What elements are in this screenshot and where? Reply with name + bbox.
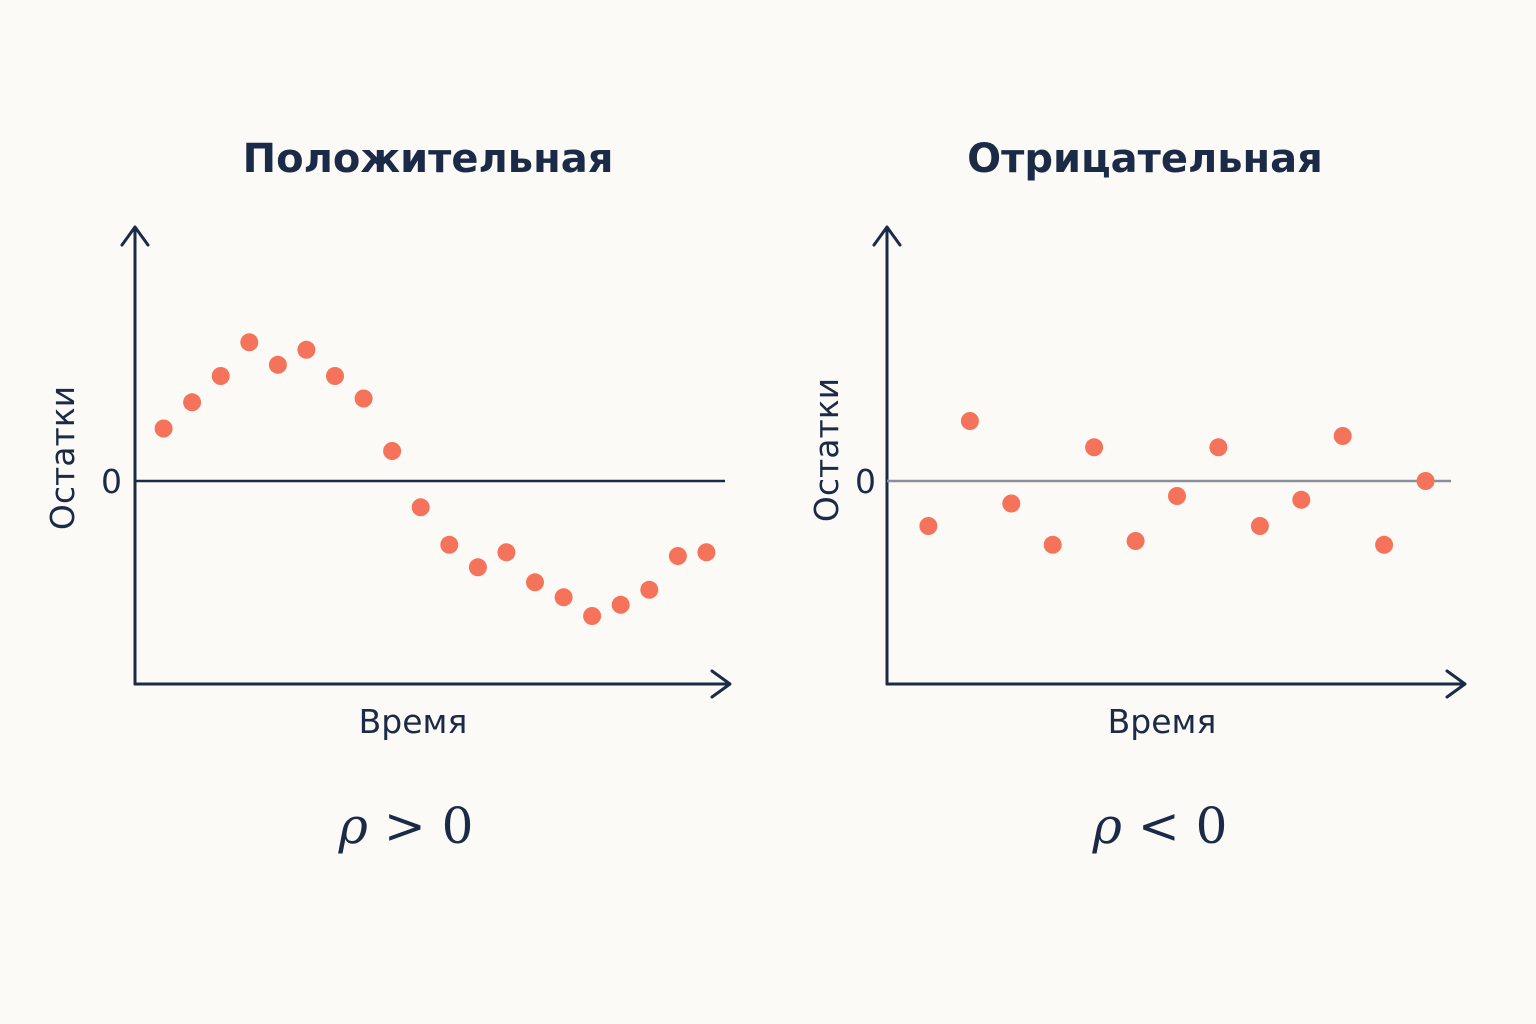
chart-negative-point bbox=[919, 517, 938, 535]
chart-negative: Отрицательная 0 Остатки Время ρ < 0 bbox=[807, 136, 1467, 855]
chart-positive-point bbox=[697, 543, 716, 562]
chart-negative-point bbox=[1126, 532, 1145, 550]
chart-positive-point bbox=[297, 340, 316, 359]
chart-negative-x-axis-arrow bbox=[1445, 669, 1467, 699]
chart-positive: Положительная 0 Остатки Время ρ > 0 bbox=[43, 136, 732, 855]
chart-negative-point bbox=[960, 412, 979, 430]
chart-negative-point bbox=[1250, 517, 1269, 535]
chart-positive-point bbox=[440, 535, 459, 554]
chart-positive-point bbox=[411, 498, 430, 517]
chart-positive-point bbox=[183, 393, 202, 412]
chart-positive-point bbox=[526, 573, 544, 592]
chart-positive-point bbox=[268, 355, 287, 374]
chart-negative-point bbox=[1085, 438, 1104, 457]
chart-negative-point bbox=[1375, 535, 1394, 554]
chart-negative-x-label: Время bbox=[1108, 702, 1217, 741]
chart-negative-y-label: Остатки bbox=[807, 378, 846, 522]
chart-negative-title: Отрицательная bbox=[967, 136, 1323, 182]
chart-negative-formula: ρ < 0 bbox=[1092, 797, 1228, 855]
chart-negative-point bbox=[1168, 487, 1186, 505]
chart-positive-point bbox=[211, 367, 230, 385]
chart-negative-point bbox=[1292, 490, 1311, 509]
chart-positive-x-axis-arrow bbox=[710, 669, 732, 699]
chart-positive-title: Положительная bbox=[243, 136, 614, 182]
chart-negative-point bbox=[1043, 535, 1062, 554]
chart-negative-formula-relation: < 0 bbox=[1122, 797, 1228, 855]
chart-positive-point bbox=[326, 367, 344, 385]
chart-positive-points bbox=[154, 333, 716, 625]
chart-negative-y-tick-0: 0 bbox=[855, 462, 876, 501]
chart-positive-formula-symbol: ρ bbox=[338, 797, 369, 855]
chart-positive-point bbox=[354, 389, 373, 408]
chart-positive-y-label: Остатки bbox=[43, 386, 82, 530]
chart-positive-y-axis-arrow bbox=[120, 225, 150, 247]
chart-positive-point bbox=[468, 558, 487, 577]
chart-positive-point bbox=[383, 442, 402, 460]
chart-positive-point bbox=[668, 547, 687, 565]
chart-positive-formula: ρ > 0 bbox=[338, 797, 474, 855]
chart-positive-point bbox=[611, 595, 630, 614]
chart-negative-point bbox=[1416, 472, 1435, 490]
chart-negative-points bbox=[919, 412, 1435, 554]
chart-positive-point bbox=[497, 543, 516, 562]
chart-negative-y-axis-arrow bbox=[872, 225, 902, 247]
chart-negative-point bbox=[1002, 494, 1021, 513]
chart-positive-x-label: Время bbox=[359, 702, 468, 741]
chart-positive-point bbox=[583, 607, 602, 625]
chart-positive-point bbox=[554, 588, 573, 607]
chart-negative-formula-symbol: ρ bbox=[1092, 797, 1123, 855]
chart-positive-point bbox=[154, 419, 173, 438]
chart-positive-point bbox=[240, 333, 259, 352]
chart-negative-point bbox=[1333, 427, 1352, 445]
chart-negative-point bbox=[1209, 438, 1228, 457]
chart-positive-formula-relation: > 0 bbox=[368, 797, 474, 855]
chart-positive-point bbox=[640, 580, 659, 599]
chart-positive-y-tick-0: 0 bbox=[101, 462, 122, 501]
